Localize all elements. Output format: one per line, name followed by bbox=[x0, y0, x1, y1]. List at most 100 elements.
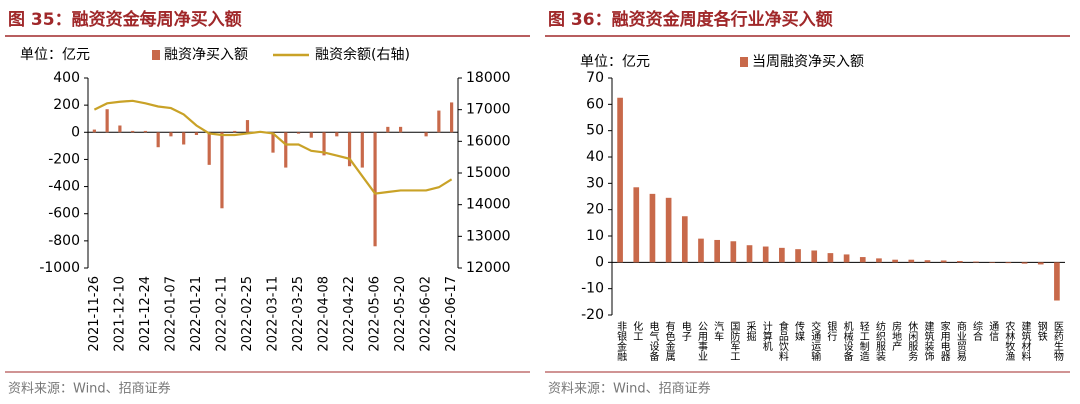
y-tick-label: 60 bbox=[586, 96, 604, 112]
x-tick-label: 电气设备 bbox=[647, 320, 659, 362]
chart-title: 图 36：融资资金周度各行业净买入额 bbox=[548, 9, 833, 30]
bar bbox=[665, 197, 672, 263]
y-tick-label: -800 bbox=[48, 233, 80, 249]
y-tick-label: 200 bbox=[53, 97, 80, 113]
bar bbox=[779, 247, 785, 263]
bar bbox=[746, 245, 753, 263]
legend-label: 融资净买入额 bbox=[164, 47, 248, 63]
unit-label: 单位：亿元 bbox=[20, 47, 90, 63]
bar bbox=[131, 130, 135, 133]
bar bbox=[143, 130, 148, 133]
bar bbox=[876, 258, 882, 263]
bar bbox=[908, 259, 915, 263]
bar bbox=[989, 262, 996, 263]
x-tick-label: 通信 bbox=[987, 321, 999, 342]
bar bbox=[373, 132, 377, 247]
bar bbox=[811, 250, 818, 263]
bar bbox=[649, 193, 656, 263]
x-tick-label: 2022-01-07 bbox=[163, 276, 178, 352]
y-tick-label: 400 bbox=[53, 70, 80, 86]
bar bbox=[207, 132, 211, 165]
y-tick-label: -200 bbox=[48, 151, 80, 167]
bar bbox=[762, 246, 769, 263]
y-tick-label: 0 bbox=[595, 254, 604, 270]
x-tick-label: 有色金属 bbox=[663, 320, 675, 362]
x-tick-label: 2022-02-11 bbox=[214, 276, 229, 352]
line bbox=[93, 99, 453, 195]
bar bbox=[843, 254, 850, 263]
unit-label: 单位：亿元 bbox=[580, 54, 650, 70]
y2-tick-label: 16000 bbox=[466, 133, 511, 149]
bar bbox=[347, 132, 352, 167]
x-tick-label: 2022-05-06 bbox=[368, 276, 383, 352]
bar bbox=[924, 260, 931, 263]
x-tick-label: 2022-06-02 bbox=[419, 276, 434, 352]
x-tick-label: 电子 bbox=[679, 320, 691, 341]
bar bbox=[859, 257, 866, 263]
bar bbox=[424, 132, 428, 137]
bar bbox=[1054, 262, 1060, 301]
x-tick-label: 建筑材料 bbox=[1019, 320, 1031, 362]
y-tick-label: 20 bbox=[586, 202, 604, 218]
x-tick-label: 房地产 bbox=[890, 320, 902, 352]
bar bbox=[633, 187, 640, 263]
y-tick-label: -600 bbox=[48, 206, 80, 222]
bar bbox=[1005, 262, 1012, 264]
bar bbox=[730, 241, 737, 263]
bar bbox=[386, 126, 390, 133]
bar bbox=[681, 216, 688, 263]
x-tick-label: 银行 bbox=[825, 320, 837, 342]
bar bbox=[714, 239, 720, 263]
bar bbox=[182, 132, 186, 145]
bar bbox=[194, 132, 199, 135]
bar bbox=[957, 261, 963, 263]
bar bbox=[156, 132, 160, 148]
y-tick-label: -10 bbox=[581, 281, 604, 297]
bar bbox=[169, 132, 173, 137]
y-tick-label: 40 bbox=[586, 149, 604, 165]
x-tick-label: 钢铁 bbox=[1035, 320, 1047, 342]
y2-tick-label: 17000 bbox=[466, 102, 511, 118]
y-tick-label: 50 bbox=[586, 123, 604, 139]
x-tick-label: 机械设备 bbox=[841, 320, 853, 362]
x-tick-label: 国防军工 bbox=[728, 321, 740, 361]
x-tick-label: 轻工制造 bbox=[857, 320, 869, 361]
x-tick-label: 商业贸易 bbox=[954, 320, 966, 362]
source: 资料来源：Wind、招商证券 bbox=[8, 381, 171, 397]
x-tick-label: 综合 bbox=[971, 320, 983, 342]
x-tick-label: 2022-06-17 bbox=[444, 276, 459, 352]
chart-title: 图 35：融资资金每周净买入额 bbox=[8, 9, 242, 30]
x-tick-label: 化工 bbox=[631, 320, 643, 341]
y2-tick-label: 12000 bbox=[466, 260, 511, 276]
x-tick-label: 交通运输 bbox=[809, 320, 821, 362]
bar bbox=[617, 97, 623, 263]
legend-swatch bbox=[740, 57, 748, 67]
x-tick-label: 食品饮料 bbox=[776, 320, 788, 362]
bar bbox=[105, 109, 109, 133]
source: 资料来源：Wind、招商证券 bbox=[548, 381, 711, 397]
bar bbox=[1037, 262, 1044, 265]
x-tick-label: 农林牧渔 bbox=[1003, 320, 1015, 362]
x-tick-label: 2021-12-10 bbox=[112, 276, 127, 352]
y-tick-label: 0 bbox=[71, 124, 80, 140]
bar bbox=[398, 126, 403, 133]
y-tick-label: 70 bbox=[586, 70, 604, 86]
y-tick-label: -400 bbox=[48, 179, 80, 195]
bar bbox=[450, 102, 454, 133]
bar bbox=[827, 253, 834, 263]
x-tick-label: 传媒 bbox=[793, 321, 805, 342]
x-tick-label: 非银金融 bbox=[615, 321, 627, 362]
bar bbox=[296, 132, 301, 134]
bar bbox=[284, 132, 288, 168]
x-tick-label: 纺织服装 bbox=[873, 320, 885, 362]
bar bbox=[245, 120, 250, 133]
legend-swatch bbox=[152, 50, 160, 60]
bar bbox=[92, 129, 96, 133]
y2-tick-label: 13000 bbox=[466, 228, 511, 244]
bar bbox=[271, 132, 275, 153]
x-tick-label: 2022-05-20 bbox=[393, 276, 408, 352]
x-tick-label: 家用电器 bbox=[938, 320, 950, 362]
x-tick-label: 2022-03-25 bbox=[291, 276, 306, 352]
x-tick-label: 医药生物 bbox=[1051, 321, 1063, 362]
